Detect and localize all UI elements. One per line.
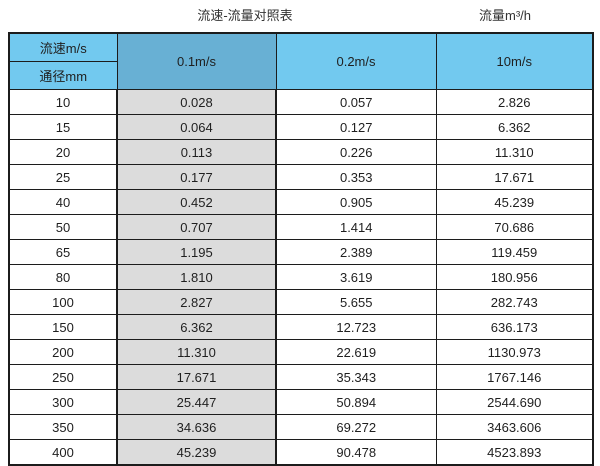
- flow-value-10ms-cell: 17.671: [435, 164, 594, 190]
- flow-value-0.1ms-cell: 0.177: [116, 164, 277, 190]
- table-row: 20 0.113 0.226 11.310: [8, 139, 594, 165]
- table-row: 25 0.177 0.353 17.671: [8, 164, 594, 190]
- flow-value-0.1ms-cell: 1.195: [116, 239, 277, 265]
- flow-value-10ms-cell: 180.956: [435, 264, 594, 290]
- flow-value-0.1ms-cell: 0.707: [116, 214, 277, 240]
- flow-value-0.1ms-cell: 17.671: [116, 364, 277, 390]
- header-col-0.2ms: 0.2m/s: [275, 32, 437, 90]
- flow-value-0.1ms-cell: 0.064: [116, 114, 277, 140]
- flow-value-0.1ms-cell: 25.447: [116, 389, 277, 415]
- table-row: 50 0.707 1.414 70.686: [8, 214, 594, 240]
- flow-value-10ms-cell: 3463.606: [435, 414, 594, 440]
- header-row-bottom: 通径mm: [8, 61, 593, 90]
- flow-value-0.2ms-cell: 0.057: [275, 89, 437, 115]
- diameter-cell: 80: [8, 264, 118, 290]
- flow-value-0.1ms-cell: 11.310: [116, 339, 277, 365]
- diameter-cell: 25: [8, 164, 118, 190]
- diameter-cell: 10: [8, 89, 118, 115]
- diameter-cell: 50: [8, 214, 118, 240]
- table-row: 100 2.827 5.655 282.743: [8, 289, 594, 315]
- table-body: 10 0.028 0.057 2.826 15 0.064 0.127 6.362 20 0.11…: [8, 89, 594, 466]
- table-row: 200 11.310 22.619 1130.973: [8, 339, 594, 365]
- flow-value-0.2ms-cell: 3.619: [275, 264, 437, 290]
- flow-value-0.2ms-cell: 0.905: [275, 189, 437, 215]
- flow-value-10ms-cell: 2.826: [435, 89, 594, 115]
- table-row: 15 0.064 0.127 6.362: [8, 114, 594, 140]
- flow-value-0.2ms-cell: 0.353: [275, 164, 437, 190]
- flow-rate-table: 流速m/s 0.1m/s 0.2m/s 10m/s 通径mm 10 0.028 0.…: [8, 32, 594, 466]
- flow-value-10ms-cell: 6.362: [435, 114, 594, 140]
- table-row: 40 0.452 0.905 45.239: [8, 189, 594, 215]
- flow-value-0.2ms-cell: 35.343: [275, 364, 437, 390]
- table-row: 65 1.195 2.389 119.459: [8, 239, 594, 265]
- flow-value-10ms-cell: 636.173: [435, 314, 594, 340]
- flow-value-0.1ms-cell: 0.028: [116, 89, 277, 115]
- flow-value-0.1ms-cell: 1.810: [116, 264, 277, 290]
- flow-value-10ms-cell: 70.686: [435, 214, 594, 240]
- flow-value-10ms-cell: 4523.893: [435, 439, 594, 466]
- flow-value-0.1ms-cell: 34.636: [116, 414, 277, 440]
- flow-value-10ms-cell: 119.459: [435, 239, 594, 265]
- flow-value-10ms-cell: 2544.690: [435, 389, 594, 415]
- header-velocity-label: 流速m/s: [8, 32, 118, 62]
- flow-value-0.2ms-cell: 22.619: [275, 339, 437, 365]
- diameter-cell: 200: [8, 339, 118, 365]
- flow-value-0.1ms-cell: 6.362: [116, 314, 277, 340]
- flow-unit-label: 流量m³/h: [478, 8, 532, 23]
- diameter-cell: 150: [8, 314, 118, 340]
- diameter-cell: 65: [8, 239, 118, 265]
- flow-value-0.2ms-cell: 0.226: [275, 139, 437, 165]
- diameter-cell: 300: [8, 389, 118, 415]
- header-row-top: 流速m/s 0.1m/s 0.2m/s 10m/s: [8, 32, 594, 90]
- diameter-cell: 400: [8, 439, 118, 466]
- table-row: 350 34.636 69.272 3463.606: [8, 414, 594, 440]
- flow-value-0.1ms-cell: 45.239: [116, 439, 277, 466]
- table-row: 250 17.671 35.343 1767.146: [8, 364, 594, 390]
- flow-value-10ms-cell: 1767.146: [435, 364, 594, 390]
- flow-value-10ms-cell: 282.743: [435, 289, 594, 315]
- header-col-10ms: 10m/s: [435, 32, 594, 90]
- flow-value-0.2ms-cell: 12.723: [275, 314, 437, 340]
- flow-value-0.2ms-cell: 90.478: [275, 439, 437, 466]
- flow-value-0.2ms-cell: 2.389: [275, 239, 437, 265]
- diameter-cell: 100: [8, 289, 118, 315]
- flow-value-10ms-cell: 45.239: [435, 189, 594, 215]
- diameter-cell: 350: [8, 414, 118, 440]
- table-caption-title: 流速-流量对照表: [197, 8, 293, 23]
- flow-value-0.2ms-cell: 50.894: [275, 389, 437, 415]
- diameter-cell: 15: [8, 114, 118, 140]
- table-row: 150 6.362 12.723 636.173: [8, 314, 594, 340]
- flow-value-0.2ms-cell: 5.655: [275, 289, 437, 315]
- table-header: 流速m/s 0.1m/s 0.2m/s 10m/s 通径mm: [8, 32, 594, 90]
- table-row: 10 0.028 0.057 2.826: [8, 89, 594, 115]
- flow-value-0.2ms-cell: 1.414: [275, 214, 437, 240]
- header-diameter-label: 通径mm: [8, 61, 118, 90]
- flow-value-0.2ms-cell: 69.272: [275, 414, 437, 440]
- flow-value-0.2ms-cell: 0.127: [275, 114, 437, 140]
- diameter-cell: 40: [8, 189, 118, 215]
- table-row: 400 45.239 90.478 4523.893: [8, 439, 594, 466]
- table-row: 80 1.810 3.619 180.956: [8, 264, 594, 290]
- table-row: 300 25.447 50.894 2544.690: [8, 389, 594, 415]
- flow-value-0.1ms-cell: 0.113: [116, 139, 277, 165]
- diameter-cell: 20: [8, 139, 118, 165]
- diameter-cell: 250: [8, 364, 118, 390]
- flow-value-0.1ms-cell: 2.827: [116, 289, 277, 315]
- flow-value-10ms-cell: 11.310: [435, 139, 594, 165]
- flow-value-0.1ms-cell: 0.452: [116, 189, 277, 215]
- flow-value-10ms-cell: 1130.973: [435, 339, 594, 365]
- header-col-0.1ms: 0.1m/s: [116, 32, 277, 90]
